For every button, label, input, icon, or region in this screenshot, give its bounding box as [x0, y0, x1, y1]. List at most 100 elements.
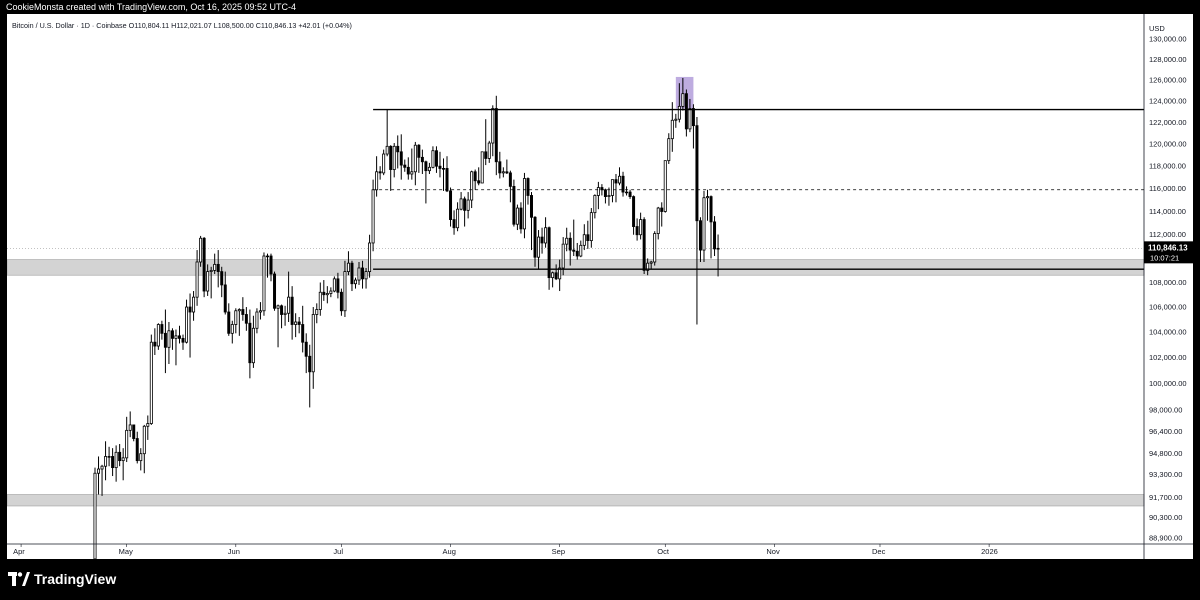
candle-body-102 [452, 219, 456, 229]
candle-body-71 [343, 271, 347, 312]
candle-body-154 [635, 226, 639, 236]
candle-body-149 [618, 175, 621, 184]
candle-body-163 [667, 138, 671, 162]
candle-body-162 [663, 160, 667, 212]
candle-body-13 [139, 453, 143, 462]
candle-body-42 [241, 309, 245, 315]
candle-body-146 [607, 195, 611, 198]
x-tick-label-4: Aug [443, 547, 456, 556]
candle-body-108 [473, 171, 477, 182]
candle-body-103 [456, 208, 460, 229]
candle-body-79 [371, 189, 375, 244]
candle-body-175 [709, 196, 713, 223]
candle-body-30 [199, 237, 203, 263]
candle-body-105 [463, 198, 467, 211]
candle-body-123 [526, 178, 530, 196]
candle-body-168 [684, 93, 688, 130]
candle-body-59 [301, 324, 305, 343]
y-tick-label-4: 122,000.00 [1149, 118, 1187, 127]
candle-body-18 [156, 324, 160, 347]
candle-body-151 [625, 191, 629, 194]
candle-body-28 [192, 296, 196, 313]
y-tick-label-3: 124,000.00 [1149, 97, 1187, 106]
candle-body-89 [406, 166, 410, 175]
candle-body-177 [716, 247, 720, 250]
candle-body-169 [688, 108, 692, 130]
y-tick-label-11: 106,000.00 [1149, 303, 1187, 312]
candle-body-52 [276, 305, 280, 309]
candle-body-64 [318, 291, 322, 310]
candle-body-4 [107, 456, 111, 458]
x-tick-label-9: 2026 [981, 547, 998, 556]
candle-body-21 [167, 330, 171, 348]
candle-body-97 [434, 150, 438, 167]
candle-body-27 [188, 306, 192, 313]
candle-body-25 [181, 337, 185, 343]
y-tick-label-16: 96,400.00 [1149, 427, 1182, 436]
candle-body-133 [561, 243, 565, 269]
candle-body-145 [603, 189, 607, 198]
x-tick-label-5: Sep [552, 547, 565, 556]
candle-body-155 [639, 219, 643, 236]
candle-body-115 [498, 161, 502, 174]
candle-body-112 [487, 142, 491, 159]
credit-bar: CookieMonsta created with TradingView.co… [0, 0, 1200, 14]
candle-body-43 [244, 314, 248, 324]
tradingview-logo[interactable]: TradingView [8, 571, 116, 587]
candle-body-54 [283, 312, 287, 315]
candle-body-90 [410, 171, 414, 175]
candle-body-165 [674, 118, 678, 121]
candle-body-114 [494, 108, 498, 163]
countdown-label: 10:07:21 [1150, 253, 1179, 262]
price-chart[interactable]: 130,000.00 128,000.00 126,000.00 124,000.00… [7, 14, 1193, 559]
y-tick-label-2: 126,000.00 [1149, 76, 1187, 85]
y-tick-label-15: 98,000.00 [1149, 406, 1182, 415]
candle-body-76 [361, 267, 365, 280]
candle-body-101 [449, 190, 453, 220]
candle-body-158 [649, 261, 653, 264]
candle-body-69 [336, 278, 340, 293]
candle-body-55 [287, 296, 291, 314]
candle-body-63 [315, 309, 319, 315]
candle-body-136 [572, 249, 576, 252]
candle-body-131 [554, 272, 558, 280]
candle-body-130 [551, 272, 555, 279]
candle-body-70 [339, 291, 343, 312]
y-tick-label-18: 93,300.00 [1149, 470, 1182, 479]
candle-body-23 [174, 335, 178, 339]
candle-body-20 [163, 332, 167, 348]
candle-body-137 [575, 250, 579, 257]
y-tick-label-5: 120,000.00 [1149, 140, 1187, 149]
candle-body-127 [540, 236, 544, 244]
candle-body-24 [177, 335, 181, 339]
candle-body-14 [142, 425, 146, 455]
candle-body-48 [262, 255, 266, 312]
x-tick-label-3: Jul [333, 547, 343, 556]
candle-body-128 [544, 227, 548, 244]
y-tick-label-21: 88,900.00 [1149, 534, 1182, 543]
candle-body-153 [632, 196, 636, 227]
candle-body-15 [146, 423, 150, 427]
candle-body-5 [111, 456, 115, 469]
candle-body-106 [466, 199, 470, 211]
candle-body-78 [368, 242, 372, 272]
y-tick-label-6: 118,000.00 [1149, 162, 1186, 171]
candle-body-143 [596, 187, 600, 196]
candle-body-87 [399, 151, 403, 166]
candle-body-156 [642, 219, 646, 271]
support-zone-1 [7, 494, 1145, 507]
candle-body-166 [677, 105, 681, 120]
candle-body-39 [230, 324, 234, 334]
candle-body-138 [579, 244, 583, 257]
y-tick-label-8: 114,000.00 [1149, 207, 1186, 216]
candle-body-98 [438, 165, 442, 169]
candle-body-74 [354, 279, 357, 285]
candle-body-129 [547, 227, 551, 279]
tradingview-logo-icon [8, 572, 30, 586]
highlight-box [675, 76, 694, 109]
candle-body-16 [149, 341, 153, 424]
candle-body-12 [135, 438, 139, 462]
candle-body-58 [297, 321, 301, 325]
candle-body-135 [568, 237, 572, 251]
candle-body-1 [97, 468, 101, 474]
